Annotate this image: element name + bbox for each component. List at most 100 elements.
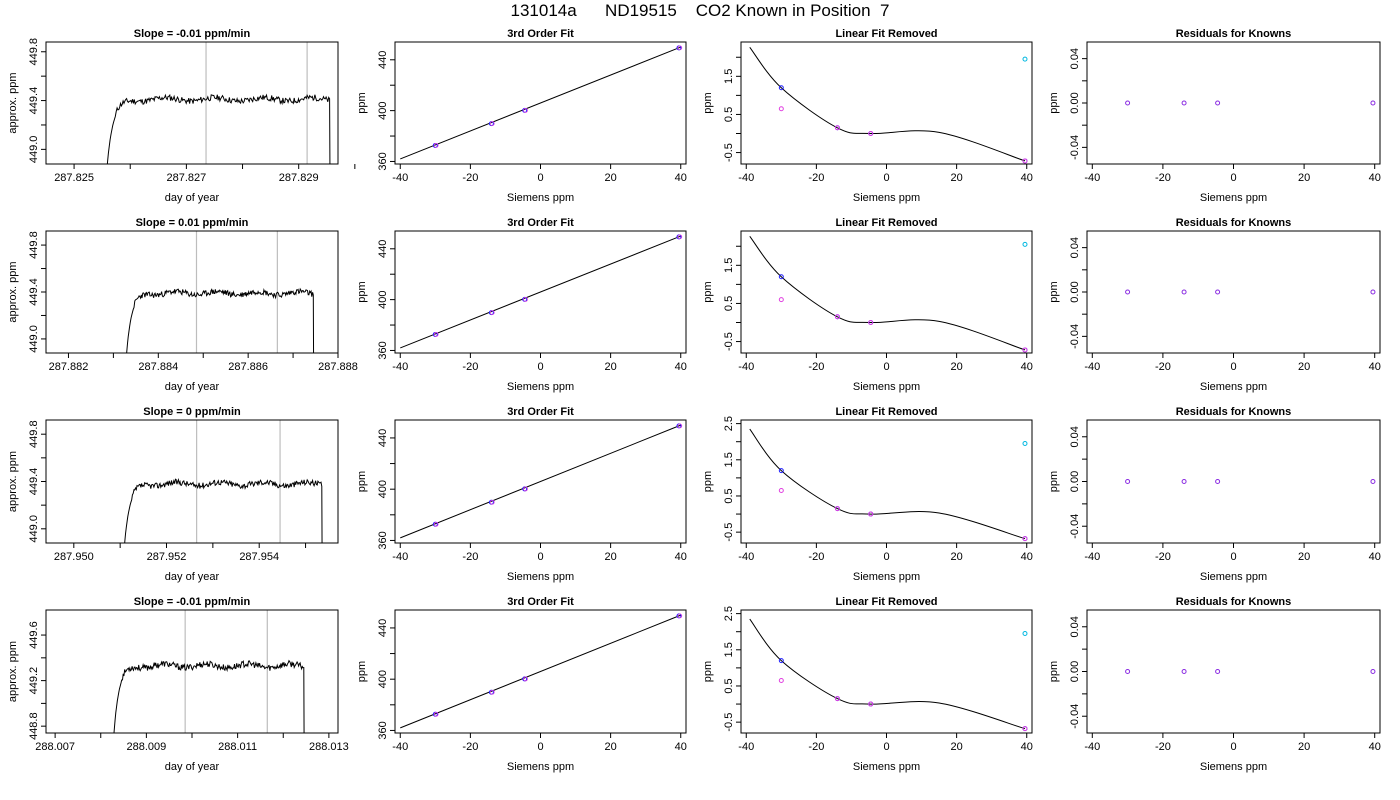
data-point (1215, 100, 1221, 106)
data-point (778, 488, 784, 494)
data-point (778, 297, 784, 303)
data-point (1181, 479, 1187, 484)
y-tick-label: 400 (377, 480, 389, 498)
y-tick-label: -0.04 (1069, 135, 1081, 160)
y-tick-label: 0.5 (723, 107, 735, 122)
x-tick-label: 0 (1230, 741, 1236, 753)
data-point (868, 701, 874, 707)
x-tick-label: 287.888 (318, 361, 358, 373)
data-layer (124, 477, 323, 543)
data-point (1022, 631, 1028, 637)
y-tick-label: 0.5 (723, 488, 735, 503)
y-tick-label: 449.4 (28, 87, 40, 115)
data-point (1370, 479, 1376, 484)
plot-frame (740, 609, 1033, 734)
y-tick-label: 449.8 (28, 38, 40, 66)
y-tick-label: 449.8 (28, 231, 40, 259)
x-tick-label: 20 (1298, 172, 1310, 184)
data-point (433, 332, 439, 337)
data-point (677, 613, 683, 619)
x-axis-label: day of year (165, 381, 220, 393)
y-tick-label: 440 (377, 619, 389, 637)
data-point (1370, 669, 1376, 674)
x-axis-label: Siemens ppm (1200, 381, 1267, 393)
plot-frame (45, 609, 339, 734)
fit-curve (749, 236, 1026, 351)
plot-frame (740, 41, 1033, 165)
x-tick-label: 0 (883, 741, 889, 753)
panel-title: Linear Fit Removed (835, 217, 937, 229)
x-axis-label: Siemens ppm (507, 192, 574, 204)
trace-line (106, 93, 331, 164)
x-tick-label: -40 (392, 551, 408, 563)
y-tick-label: 360 (377, 531, 389, 549)
data-point (489, 121, 495, 126)
data-point (834, 314, 840, 320)
panel-title: Residuals for Knowns (1176, 28, 1292, 40)
fit-line (400, 235, 681, 349)
x-tick-label: 287.950 (54, 551, 94, 563)
y-tick-label: -0.5 (723, 143, 735, 162)
data-point (834, 696, 840, 702)
data-point (1181, 100, 1187, 106)
y-tick-label: 1.5 (723, 258, 735, 273)
y-tick-label: 0.00 (1069, 471, 1081, 492)
x-tick-label: -20 (462, 361, 478, 373)
data-point (433, 143, 439, 148)
plot-frame (1086, 41, 1381, 165)
data-point (1022, 158, 1028, 164)
y-axis-label: ppm (356, 92, 368, 113)
y-axis-label: approx. ppm (7, 261, 19, 322)
data-point (1022, 56, 1028, 62)
x-tick-label: 40 (1021, 551, 1033, 563)
x-tick-label: -40 (1084, 551, 1100, 563)
y-tick-label: 449.8 (28, 420, 40, 448)
data-layer (400, 234, 683, 349)
data-point (523, 676, 528, 682)
y-tick-label: 400 (377, 670, 389, 688)
x-tick-label: -40 (392, 172, 408, 184)
y-tick-label: -0.04 (1069, 704, 1081, 729)
data-point (489, 499, 495, 505)
x-tick-label: 20 (950, 361, 962, 373)
y-axis-label: ppm (356, 471, 368, 492)
x-tick-label: 20 (1298, 361, 1310, 373)
x-tick-label: -40 (392, 361, 408, 373)
x-tick-label: 287.827 (167, 172, 207, 184)
panel-title: Linear Fit Removed (835, 406, 937, 418)
data-point (489, 689, 495, 695)
panel-title: Residuals for Knowns (1176, 596, 1292, 608)
y-tick-label: 1.5 (723, 642, 735, 657)
fit-curve (749, 47, 1026, 162)
y-axis-label: ppm (702, 471, 714, 492)
y-tick-label: 449.6 (28, 621, 40, 649)
fit-line (400, 424, 681, 539)
y-tick-label: 0.00 (1069, 92, 1081, 113)
data-point (1125, 669, 1131, 674)
panel-2-3: 3rd Order Fit -40 -20 0 20 40 360 400 440 Siemens… (356, 406, 687, 583)
x-tick-label: 20 (604, 361, 616, 373)
x-tick-label: 0 (883, 361, 889, 373)
x-tick-label: -20 (1155, 741, 1171, 753)
panel-2-1: 3rd Order Fit -40 -20 0 20 40 360 400 440 Siemens… (356, 28, 687, 204)
data-point (834, 506, 840, 512)
y-tick-label: 1.5 (723, 452, 735, 467)
x-axis-label: day of year (165, 571, 220, 583)
x-tick-label: 40 (1369, 551, 1381, 563)
data-point (1181, 289, 1187, 295)
panel-1-1: Slope = -0.01 ppm/min 287.825 287.827 287.8… (7, 28, 356, 204)
x-tick-label: 0 (537, 551, 543, 563)
x-tick-label: 20 (1298, 551, 1310, 563)
y-axis-label: ppm (702, 281, 714, 302)
x-axis-label: Siemens ppm (853, 761, 920, 773)
y-axis-label: ppm (702, 92, 714, 113)
x-tick-label: -20 (808, 361, 824, 373)
x-tick-label: 20 (1298, 741, 1310, 753)
y-tick-label: 0.5 (723, 678, 735, 693)
data-layer (113, 659, 305, 733)
x-tick-label: 40 (675, 551, 687, 563)
x-tick-label: 40 (675, 361, 687, 373)
data-point (868, 131, 874, 136)
y-tick-label: 0.04 (1069, 426, 1081, 447)
y-tick-label: 0.04 (1069, 48, 1081, 69)
